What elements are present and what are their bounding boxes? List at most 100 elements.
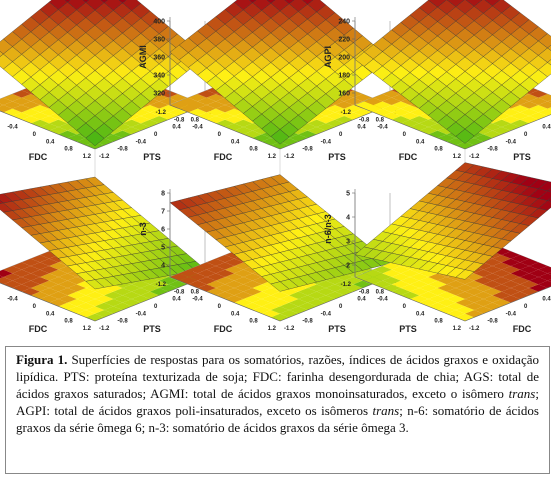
- right-axis-label: PTS: [143, 324, 161, 334]
- floor-contour: [215, 277, 235, 285]
- left-tick-label: -1.2: [341, 282, 352, 288]
- caption-text: ; AGPI: total de ácidos graxos poli-insa…: [16, 386, 539, 418]
- floor-contour: [538, 94, 551, 102]
- floor-contour: [104, 306, 123, 314]
- floor-contour: [428, 302, 447, 310]
- floor-contour: [206, 108, 225, 116]
- right-tick-label: -0.4: [506, 139, 517, 145]
- floor-contour: [344, 277, 363, 285]
- floor-contour: [95, 302, 114, 310]
- right-tick-label: -0.4: [506, 311, 517, 317]
- floor-contour: [49, 277, 68, 285]
- floor-contour: [159, 90, 178, 98]
- left-tick-label: -1.2: [156, 282, 167, 288]
- floor-contour: [234, 277, 253, 285]
- floor-contour: [474, 127, 493, 135]
- left-tick-label: 0.4: [416, 311, 425, 317]
- left-tick-label: -1.2: [156, 110, 167, 116]
- floor-contour: [373, 101, 392, 109]
- floor-contour: [492, 291, 511, 299]
- floor-contour: [0, 277, 13, 285]
- left-axis-label: FDC: [214, 152, 233, 162]
- caption-text: Superfícies de respostas para os somatór…: [16, 352, 539, 401]
- floor-contour: [410, 116, 429, 124]
- floor-contour: [455, 284, 475, 292]
- right-tick-label: -1.2: [469, 154, 480, 160]
- right-tick-label: 0: [524, 304, 528, 310]
- floor-contour: [364, 277, 383, 285]
- floor-contour: [428, 295, 447, 303]
- floor-contour: [49, 291, 68, 299]
- floor-contour: [30, 284, 50, 292]
- floor-contour: [252, 134, 271, 142]
- floor-contour: [501, 280, 520, 288]
- floor-contour: [289, 127, 308, 135]
- floor-contour: [446, 295, 465, 303]
- floor-contour: [85, 291, 105, 299]
- floor-contour: [465, 280, 484, 288]
- floor-contour: [446, 302, 465, 310]
- floor-contour: [95, 288, 114, 296]
- right-tick-label: 0.4: [357, 297, 366, 303]
- floor-contour: [483, 258, 502, 266]
- right-tick-label: -1.2: [99, 154, 110, 160]
- floor-contour: [428, 130, 447, 138]
- left-tick-label: 0: [218, 304, 222, 310]
- left-tick-label: -0.8: [359, 289, 370, 295]
- caption: Figura 1. Superfícies de respostas para …: [5, 346, 550, 474]
- floor-contour: [67, 284, 86, 292]
- floor-contour: [58, 288, 77, 296]
- floor-contour: [12, 105, 31, 113]
- floor-contour: [410, 108, 429, 116]
- left-tick-label: 0.8: [249, 147, 258, 153]
- floor-contour: [225, 295, 244, 303]
- caption-text: trans: [372, 403, 400, 418]
- floor-contour: [40, 266, 59, 274]
- floor-contour: [410, 123, 429, 131]
- floor-contour: [40, 280, 59, 288]
- floor-contour: [492, 262, 511, 270]
- right-tick-label: 0.4: [542, 297, 551, 303]
- floor-contour: [104, 299, 123, 307]
- floor-contour: [455, 277, 475, 285]
- floor-contour: [419, 119, 438, 127]
- floor-contour: [483, 280, 502, 288]
- floor-contour: [3, 273, 22, 281]
- floor-contour: [289, 299, 308, 307]
- floor-contour: [437, 134, 456, 142]
- floor-contour: [400, 105, 420, 113]
- floor-contour: [179, 269, 198, 277]
- floor-contour: [0, 275, 4, 279]
- left-tick-label: 0.8: [64, 147, 73, 153]
- floor-contour: [113, 280, 132, 288]
- floor-contour: [474, 284, 493, 292]
- floor-contour: [391, 116, 410, 124]
- floor-contour: [391, 101, 410, 109]
- floor-contour: [21, 258, 40, 266]
- floor-contour: [325, 112, 345, 120]
- left-tick-label: 0.4: [231, 311, 240, 317]
- floor-contour: [344, 269, 363, 277]
- left-tick-label: -0.4: [192, 125, 203, 131]
- z-tick-label: 180: [338, 73, 350, 80]
- floor-contour: [40, 273, 59, 281]
- floor-contour: [215, 262, 235, 270]
- floor-contour: [437, 277, 456, 285]
- floor-contour: [298, 288, 317, 296]
- figure-panels: 300330360390420AGS-1.21.2-0.80.8-0.40.40…: [0, 0, 551, 334]
- left-tick-label: 1.2: [453, 326, 462, 332]
- floor-contour: [455, 306, 475, 314]
- floor-contour: [391, 266, 410, 274]
- z-tick-label: 340: [153, 73, 165, 80]
- right-tick-label: -0.8: [117, 147, 128, 153]
- floor-contour: [474, 269, 493, 277]
- floor-contour: [3, 266, 22, 274]
- floor-contour: [364, 105, 383, 113]
- right-axis-label: PTS: [328, 152, 346, 162]
- left-tick-label: -0.4: [377, 297, 388, 303]
- floor-contour: [520, 280, 539, 288]
- floor-contour: [21, 280, 40, 288]
- z-tick-label: 7: [161, 209, 165, 216]
- floor-contour: [95, 295, 114, 303]
- floor-contour: [225, 280, 244, 288]
